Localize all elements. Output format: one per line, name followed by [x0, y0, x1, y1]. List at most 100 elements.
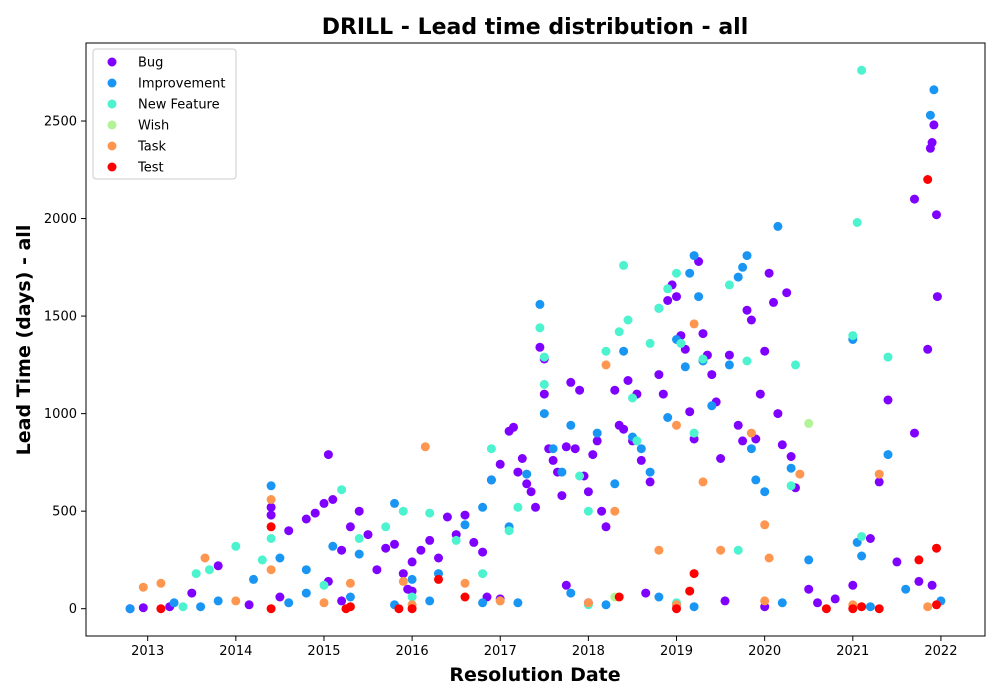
data-point: [852, 218, 862, 227]
data-point: [460, 510, 470, 520]
data-point: [685, 268, 695, 278]
data-point: [830, 594, 840, 604]
data-point: [504, 526, 514, 536]
data-point: [535, 299, 545, 309]
data-point: [535, 342, 545, 352]
data-point: [328, 541, 338, 551]
data-point: [663, 413, 673, 422]
data-point: [733, 420, 743, 430]
data-point: [676, 338, 686, 348]
data-point: [394, 604, 404, 614]
data-point: [390, 498, 399, 508]
data-point: [641, 588, 651, 598]
data-point: [583, 487, 593, 497]
x-tick-label: 2014: [219, 644, 252, 659]
data-point: [601, 600, 611, 610]
data-point: [597, 506, 607, 516]
data-point: [478, 547, 488, 557]
data-point: [200, 553, 210, 563]
data-point: [910, 428, 919, 438]
data-point: [929, 120, 939, 130]
data-point: [685, 407, 695, 417]
data-point: [601, 346, 611, 356]
data-point: [782, 288, 792, 298]
data-point: [901, 584, 911, 594]
data-point: [434, 553, 443, 563]
data-point: [420, 442, 430, 452]
data-point: [495, 459, 505, 469]
legend-items: Bug Improvement New Feature Wish Task Test: [107, 56, 225, 176]
data-point: [301, 565, 311, 575]
data-point: [910, 194, 919, 204]
data-point: [848, 331, 858, 341]
data-point: [927, 138, 937, 147]
data-point: [623, 376, 633, 385]
data-point: [381, 522, 391, 532]
legend-marker: [107, 120, 117, 130]
y-tick-label: 0: [69, 602, 77, 617]
data-point: [645, 477, 655, 487]
data-point: [266, 481, 276, 491]
legend-label: Bug: [138, 56, 163, 71]
data-point: [416, 545, 426, 555]
data-point: [742, 305, 752, 315]
data-point: [548, 455, 558, 465]
data-point: [689, 602, 699, 612]
x-tick-label: 2021: [836, 644, 869, 659]
data-point: [672, 292, 681, 302]
data-point: [425, 535, 435, 545]
legend: Bug Improvement New Feature Wish Task Test: [92, 48, 237, 180]
data-point: [337, 545, 347, 555]
data-point: [654, 303, 664, 313]
data-point: [231, 541, 241, 551]
data-point: [601, 360, 611, 370]
plot-frame: [85, 42, 986, 637]
data-point: [407, 604, 417, 614]
data-point: [275, 553, 285, 563]
x-tick-label: 2017: [484, 644, 517, 659]
data-point: [213, 561, 223, 571]
series-bug: [125, 120, 942, 614]
data-point: [760, 487, 770, 497]
data-point: [689, 428, 699, 438]
data-point: [821, 604, 831, 614]
data-point: [425, 596, 435, 606]
x-tick-label: 2015: [307, 644, 340, 659]
data-point: [138, 582, 148, 592]
data-point: [724, 360, 734, 370]
data-point: [275, 592, 285, 602]
data-point: [716, 545, 726, 555]
data-point: [628, 393, 637, 403]
data-point: [495, 596, 505, 606]
data-point: [478, 569, 488, 579]
data-point: [707, 370, 717, 380]
data-point: [575, 471, 585, 481]
data-point: [636, 444, 646, 454]
data-point: [509, 422, 518, 432]
data-point: [795, 469, 805, 479]
data-point: [592, 428, 602, 438]
data-point: [191, 569, 201, 579]
data-point: [323, 450, 333, 460]
data-point: [636, 455, 646, 465]
y-tick-label: 2500: [44, 115, 77, 130]
data-point: [773, 221, 783, 231]
x-axis: 2013 2014 2015 2016 2017 2018 2019 2020 2021 2022: [131, 636, 957, 659]
data-point: [883, 352, 893, 362]
data-point: [398, 576, 408, 586]
data-point: [513, 502, 523, 512]
data-point: [848, 604, 858, 614]
data-point: [654, 370, 664, 380]
data-point: [623, 315, 633, 325]
data-point: [354, 506, 364, 516]
data-point: [813, 598, 822, 608]
data-point: [196, 602, 206, 612]
data-point: [284, 526, 294, 536]
x-tick-label: 2020: [748, 644, 781, 659]
data-point: [883, 450, 893, 460]
data-point: [689, 569, 699, 579]
data-point: [372, 565, 382, 575]
data-point: [883, 395, 893, 405]
data-point: [345, 602, 355, 612]
data-point: [914, 576, 924, 586]
